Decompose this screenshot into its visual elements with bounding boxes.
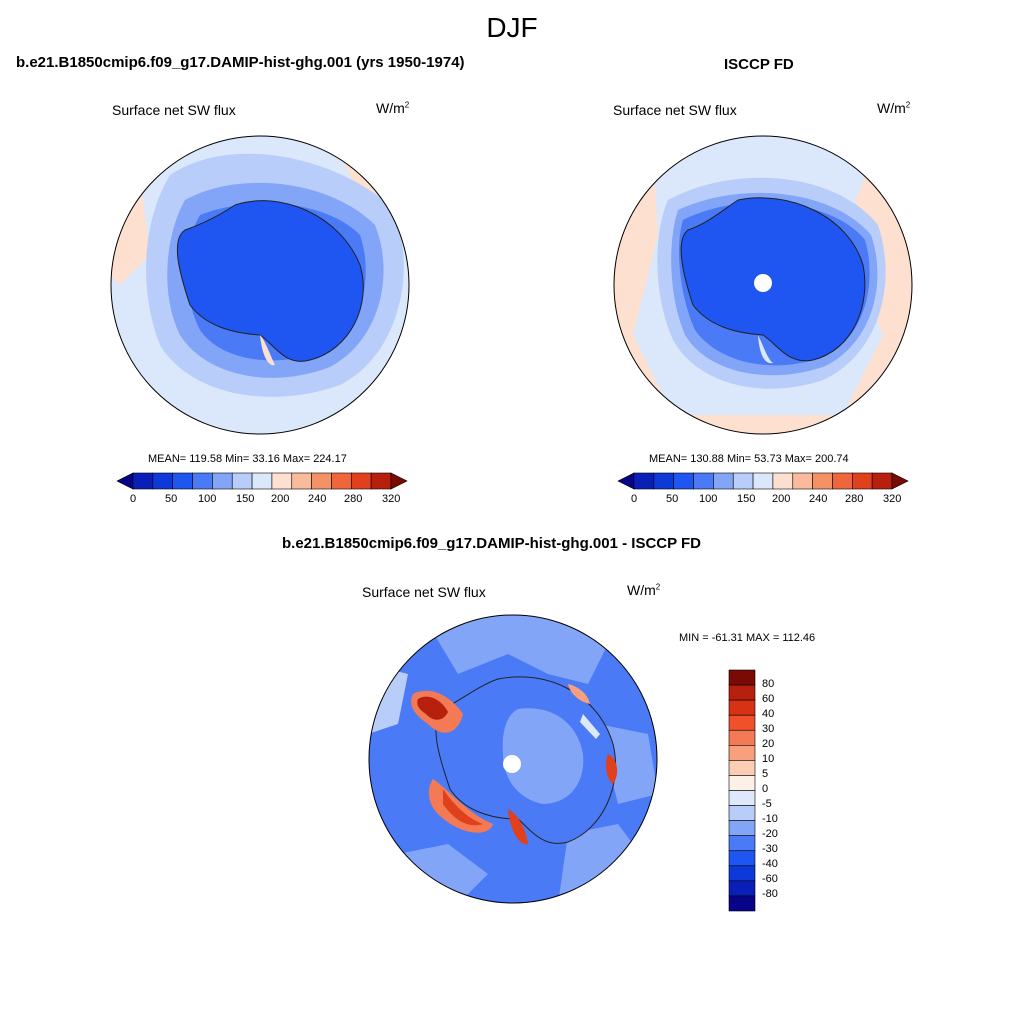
diff-polar-map xyxy=(368,614,658,904)
obs-stats: MEAN= 130.88 Min= 53.73 Max= 200.74 xyxy=(649,453,849,465)
diff-colorbar-tick: -40 xyxy=(762,858,778,870)
diff-colorbar-tick: 0 xyxy=(762,783,769,795)
diff-colorbar-tick: 60 xyxy=(762,693,775,705)
colorbar-segment xyxy=(891,472,909,490)
model-colorbar-tick: 150 xyxy=(236,493,255,505)
colorbar-segment xyxy=(728,775,756,791)
obs-colorbar-ticks: 0 50 100 150 200 240 280 320 xyxy=(618,493,908,507)
colorbar-segment xyxy=(728,820,756,836)
colorbar-segment xyxy=(271,472,293,490)
colorbar-segment xyxy=(728,745,756,761)
colorbar-segment xyxy=(713,472,734,490)
model-colorbar-tick: 0 xyxy=(130,493,137,505)
obs-colorbar-tick: 240 xyxy=(809,493,828,505)
colorbar-segment xyxy=(152,472,173,490)
obs-colorbar-tick: 50 xyxy=(666,493,679,505)
diff-colorbar-tick: -80 xyxy=(762,888,778,900)
obs-polar-map xyxy=(613,135,913,435)
diff-colorbar-tick: 30 xyxy=(762,723,775,735)
colorbar-segment xyxy=(370,472,392,490)
obs-variable-label: Surface net SW flux xyxy=(613,102,737,118)
colorbar-segment xyxy=(291,472,312,490)
diff-colorbar-tick: 10 xyxy=(762,753,775,765)
model-variable-label: Surface net SW flux xyxy=(112,102,236,118)
diff-colorbar-tick: 40 xyxy=(762,708,775,720)
diff-colorbar-tick: 5 xyxy=(762,768,769,780)
colorbar-segment xyxy=(728,865,756,882)
colorbar-segment xyxy=(617,472,635,490)
colorbar-segment xyxy=(693,472,714,490)
colorbar-segment xyxy=(192,472,213,490)
colorbar-segment xyxy=(633,472,655,490)
model-polar-map xyxy=(110,135,410,435)
colorbar-segment xyxy=(116,472,134,490)
obs-colorbar-tick: 200 xyxy=(772,493,791,505)
diff-variable-label: Surface net SW flux xyxy=(362,584,486,600)
model-units-label: W/m2 xyxy=(376,100,410,116)
colorbar-segment xyxy=(772,472,794,490)
colorbar-segment xyxy=(728,835,756,852)
obs-colorbar-tick: 100 xyxy=(699,493,718,505)
colorbar-segment xyxy=(311,472,332,490)
diff-colorbar-ticks: 80 60 40 30 20 10 5 0 -5 -10 -20 -30 -40… xyxy=(762,670,802,911)
model-colorbar-ticks: 0 50 100 150 200 240 280 320 xyxy=(117,493,407,507)
colorbar-segment xyxy=(728,760,756,776)
diff-colorbar-tick: 80 xyxy=(762,678,775,690)
model-panel-title: b.e21.B1850cmip6.f09_g17.DAMIP-hist-ghg.… xyxy=(16,54,465,71)
colorbar-segment xyxy=(132,472,154,490)
model-colorbar-tick: 50 xyxy=(165,493,178,505)
colorbar-segment xyxy=(673,472,694,490)
colorbar-segment xyxy=(871,472,893,490)
model-colorbar-tick: 100 xyxy=(198,493,217,505)
diff-panel-title: b.e21.B1850cmip6.f09_g17.DAMIP-hist-ghg.… xyxy=(282,535,702,552)
obs-units-label: W/m2 xyxy=(877,100,911,116)
colorbar-segment xyxy=(351,472,372,490)
diff-colorbar-tick: -30 xyxy=(762,843,778,855)
colorbar-segment xyxy=(728,699,756,716)
colorbar-segment xyxy=(212,472,233,490)
model-stats: MEAN= 119.58 Min= 33.16 Max= 224.17 xyxy=(148,453,347,465)
obs-colorbar xyxy=(617,472,909,490)
colorbar-segment xyxy=(728,850,756,867)
colorbar-segment xyxy=(728,790,756,806)
colorbar-segment xyxy=(728,805,756,821)
colorbar-segment xyxy=(331,472,352,490)
colorbar-segment xyxy=(728,714,756,731)
diff-colorbar xyxy=(728,669,756,912)
colorbar-segment xyxy=(728,684,756,701)
colorbar-segment xyxy=(728,729,756,746)
colorbar-segment xyxy=(732,472,754,490)
model-colorbar xyxy=(116,472,408,490)
diff-units-label: W/m2 xyxy=(627,582,661,598)
colorbar-segment xyxy=(728,669,756,686)
colorbar-segment xyxy=(251,472,273,490)
colorbar-segment xyxy=(852,472,873,490)
model-colorbar-tick: 240 xyxy=(308,493,327,505)
colorbar-segment xyxy=(812,472,833,490)
colorbar-segment xyxy=(390,472,408,490)
colorbar-segment xyxy=(728,880,756,897)
diff-colorbar-tick: -10 xyxy=(762,813,778,825)
diff-stats: MIN = -61.31 MAX = 112.46 xyxy=(679,632,816,644)
colorbar-segment xyxy=(231,472,253,490)
obs-colorbar-tick: 0 xyxy=(631,493,638,505)
model-colorbar-tick: 280 xyxy=(344,493,363,505)
colorbar-segment xyxy=(728,895,756,912)
obs-colorbar-tick: 320 xyxy=(883,493,902,505)
diff-colorbar-tick: 20 xyxy=(762,738,775,750)
obs-panel-title: ISCCP FD xyxy=(724,56,794,73)
figure-title: DJF xyxy=(486,12,538,43)
diff-colorbar-tick: -5 xyxy=(762,798,772,810)
obs-colorbar-tick: 150 xyxy=(737,493,756,505)
colorbar-segment xyxy=(653,472,674,490)
colorbar-segment xyxy=(752,472,774,490)
diff-colorbar-tick: -60 xyxy=(762,873,778,885)
diff-colorbar-tick: -20 xyxy=(762,828,778,840)
colorbar-segment xyxy=(172,472,193,490)
model-colorbar-tick: 200 xyxy=(271,493,290,505)
model-colorbar-tick: 320 xyxy=(382,493,401,505)
colorbar-segment xyxy=(832,472,853,490)
colorbar-segment xyxy=(792,472,813,490)
obs-colorbar-tick: 280 xyxy=(845,493,864,505)
